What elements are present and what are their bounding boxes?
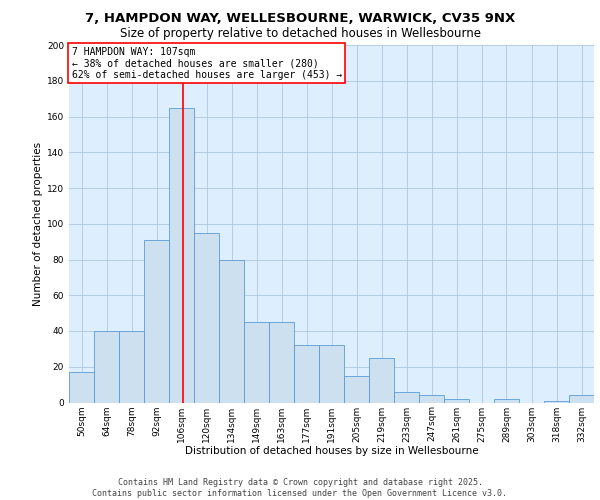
Bar (369, 358, 394, 403)
Text: 7 HAMPDON WAY: 107sqm
← 38% of detached houses are smaller (280)
62% of semi-det: 7 HAMPDON WAY: 107sqm ← 38% of detached … (71, 47, 342, 80)
Bar (444, 399, 469, 402)
Y-axis label: Number of detached properties: Number of detached properties (33, 142, 43, 306)
Bar (544, 400, 569, 402)
Bar (394, 392, 419, 402)
Bar (194, 232, 219, 402)
Bar (494, 399, 519, 402)
Bar (419, 396, 444, 402)
Bar (244, 322, 269, 402)
Bar (344, 376, 369, 402)
Bar (319, 346, 344, 403)
Bar (569, 396, 594, 402)
Bar (94, 331, 119, 402)
Bar (169, 108, 194, 403)
Bar (269, 322, 294, 402)
Text: Size of property relative to detached houses in Wellesbourne: Size of property relative to detached ho… (119, 28, 481, 40)
Text: 7, HAMPDON WAY, WELLESBOURNE, WARWICK, CV35 9NX: 7, HAMPDON WAY, WELLESBOURNE, WARWICK, C… (85, 12, 515, 26)
Bar (219, 260, 244, 402)
Bar (294, 346, 319, 403)
Bar (119, 331, 144, 402)
Text: Contains HM Land Registry data © Crown copyright and database right 2025.
Contai: Contains HM Land Registry data © Crown c… (92, 478, 508, 498)
Bar (69, 372, 94, 402)
Bar (144, 240, 169, 402)
X-axis label: Distribution of detached houses by size in Wellesbourne: Distribution of detached houses by size … (185, 446, 478, 456)
